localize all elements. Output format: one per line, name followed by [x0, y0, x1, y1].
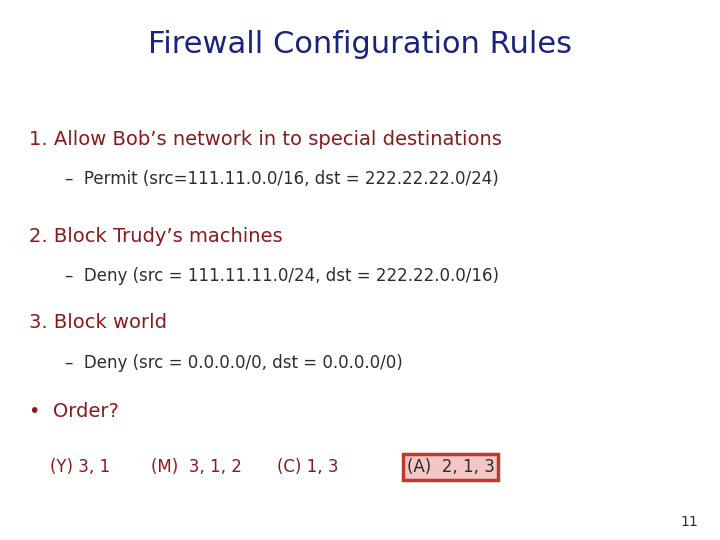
Text: –  Deny (src = 0.0.0.0/0, dst = 0.0.0.0/0): – Deny (src = 0.0.0.0/0, dst = 0.0.0.0/0…	[65, 354, 402, 372]
Text: •  Order?: • Order?	[29, 402, 119, 421]
Text: –  Deny (src = 111.11.11.0/24, dst = 222.22.0.0/16): – Deny (src = 111.11.11.0/24, dst = 222.…	[65, 267, 499, 285]
Text: (C) 1, 3: (C) 1, 3	[277, 458, 338, 476]
Text: (Y) 3, 1: (Y) 3, 1	[50, 458, 111, 476]
Text: 11: 11	[680, 515, 698, 529]
Text: 1. Allow Bob’s network in to special destinations: 1. Allow Bob’s network in to special des…	[29, 130, 502, 148]
Text: (M)  3, 1, 2: (M) 3, 1, 2	[151, 458, 242, 476]
Text: –  Permit (src=111.11.0.0/16, dst = 222.22.22.0/24): – Permit (src=111.11.0.0/16, dst = 222.2…	[65, 170, 498, 188]
Text: 2. Block Trudy’s machines: 2. Block Trudy’s machines	[29, 227, 282, 246]
Text: 3. Block world: 3. Block world	[29, 313, 167, 332]
Text: (A)  2, 1, 3: (A) 2, 1, 3	[407, 458, 495, 476]
Text: Firewall Configuration Rules: Firewall Configuration Rules	[148, 30, 572, 59]
